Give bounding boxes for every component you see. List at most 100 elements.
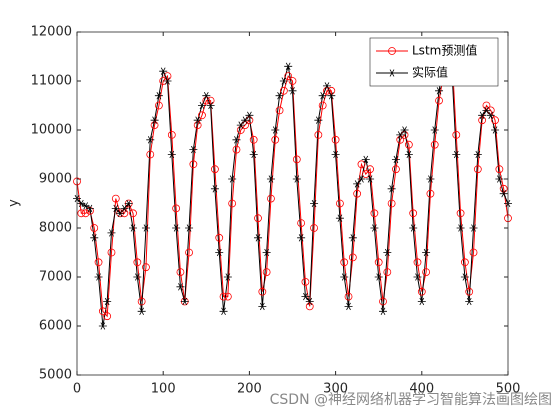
point [210,185,219,193]
x-tick-label: 200 [237,382,262,397]
point [275,106,284,115]
point [357,160,366,169]
point [262,248,271,257]
point [271,135,280,144]
point [81,209,90,218]
point [499,184,508,193]
point [107,248,116,257]
point [111,204,120,213]
point [344,302,353,311]
point [279,86,288,95]
point [491,116,499,125]
point [271,126,280,134]
point [292,155,301,164]
point [228,199,237,208]
point [284,72,293,80]
point [241,116,250,124]
point [219,292,228,301]
y-tick-label: 6000 [39,319,72,334]
point [301,292,310,301]
point [348,234,357,242]
point [90,234,99,242]
point [163,77,172,85]
point [219,307,228,315]
point [335,214,344,222]
point [146,136,155,144]
point [456,224,465,232]
point [318,101,327,110]
point [460,273,469,281]
point [422,248,431,257]
point [292,175,301,183]
point [327,86,336,95]
point [103,312,112,321]
point [353,189,362,198]
point [357,175,366,183]
point [85,204,94,213]
point [452,150,461,159]
point [129,224,138,232]
point [486,111,495,119]
point [262,268,271,277]
x-tick-label: 100 [151,382,176,397]
point [185,224,194,232]
point [129,209,137,218]
point [133,258,142,267]
point [331,150,340,159]
point [469,224,478,232]
point [495,175,504,183]
point [107,229,116,237]
point [370,209,379,218]
x-tick-label: 400 [409,382,434,397]
point [103,297,112,306]
point [81,202,90,210]
point [120,204,129,213]
point [370,224,379,232]
point [288,77,297,85]
point [279,77,288,85]
point [340,258,349,267]
point [379,307,388,315]
point [340,273,349,281]
point [478,111,487,119]
point [211,165,219,174]
point [142,263,150,272]
point [473,150,482,159]
point [460,258,469,267]
point [275,92,284,100]
point [137,297,146,306]
y-tick-label: 10000 [31,123,72,138]
point [159,67,168,75]
point [197,101,206,110]
watermark: CSDN @神经网络机器学习智能算法画图绘图 [270,392,552,408]
point [249,135,258,144]
point [150,121,159,129]
point [202,92,211,100]
y-tick-label: 8000 [39,221,72,236]
y-axis-label: y [7,199,22,207]
x-tick-label: 500 [496,382,521,397]
point [297,219,306,228]
point [400,126,409,134]
point [163,72,172,80]
legend-label: Lstm预测值 [412,43,477,58]
point [417,297,426,306]
point [90,224,99,232]
point [258,302,267,311]
point [396,131,405,139]
point [232,136,241,144]
point [305,297,314,306]
point [206,96,215,105]
point [331,135,340,144]
point [288,87,297,95]
point [456,209,465,218]
y-tick-label: 9000 [39,172,72,187]
point [228,175,237,183]
point [336,199,344,208]
point [249,150,258,159]
point [305,302,314,311]
point [172,224,181,232]
point [327,92,336,100]
point [435,87,444,95]
